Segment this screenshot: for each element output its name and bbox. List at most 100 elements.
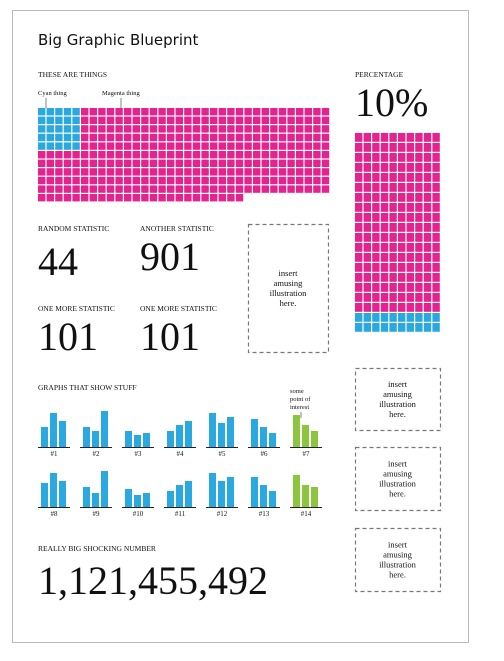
- bar: [293, 415, 300, 447]
- waffle-cell: [235, 116, 244, 124]
- percent-cell: [363, 223, 371, 232]
- percent-cell: [423, 253, 432, 262]
- waffle-cell: [210, 108, 218, 116]
- graph-label: #13: [259, 510, 270, 518]
- waffle-cell: [98, 133, 106, 142]
- percent-cell: [372, 173, 380, 182]
- waffle-cell: [270, 125, 278, 133]
- waffle-cell: [124, 176, 132, 185]
- waffle-cell: [38, 176, 46, 185]
- waffle-cell: [115, 194, 123, 202]
- waffle-cell: [124, 185, 132, 193]
- percent-cell: [363, 233, 371, 242]
- percent-cell: [406, 303, 414, 312]
- percent-cell: [355, 323, 363, 332]
- waffle-cell: [227, 185, 235, 193]
- waffle-cell: [210, 159, 218, 167]
- waffle-cell: [55, 185, 63, 193]
- percent-cell: [406, 233, 414, 242]
- percent-cell: [406, 173, 414, 182]
- percent-cell: [372, 193, 380, 202]
- waffle-cell: [184, 125, 192, 133]
- waffle-cell: [38, 116, 46, 124]
- percent-cell: [406, 193, 414, 202]
- waffle-cell: [313, 108, 321, 116]
- waffle-cell: [167, 116, 175, 124]
- waffle-cell: [55, 133, 63, 142]
- waffle-cell: [253, 176, 261, 185]
- waffle-cell: [304, 116, 312, 124]
- waffle-cell: [141, 176, 149, 185]
- waffle-cell: [167, 133, 175, 142]
- waffle-cell: [261, 125, 269, 133]
- waffle-cell: [158, 116, 166, 124]
- bar: [125, 431, 132, 447]
- waffle-cell: [115, 159, 123, 167]
- waffle-cell: [210, 185, 218, 193]
- percent-cell: [389, 263, 397, 272]
- bar: [269, 491, 276, 507]
- bar: [50, 473, 57, 507]
- percent-cell: [372, 263, 380, 272]
- waffle-cell: [192, 185, 201, 193]
- waffle-cell: [106, 125, 115, 133]
- bar: [134, 495, 141, 507]
- placeholder-text: insert: [388, 379, 408, 389]
- percent-cell: [432, 183, 440, 192]
- waffle-cell: [158, 194, 166, 202]
- waffle-cell: [201, 151, 209, 159]
- percent-cell: [355, 133, 363, 142]
- waffle-cell: [278, 159, 287, 167]
- waffle-cell: [296, 133, 304, 142]
- waffle-cell: [261, 185, 269, 193]
- waffle-cell: [235, 159, 244, 167]
- percent-cell: [380, 263, 389, 272]
- waffle-cell: [158, 176, 166, 185]
- waffle-cell: [132, 151, 140, 159]
- waffle-cell: [253, 159, 261, 167]
- waffle-cell: [132, 176, 140, 185]
- bar: [251, 419, 258, 447]
- waffle-cell: [175, 176, 183, 185]
- waffle-cell: [227, 151, 235, 159]
- waffle-cell: [218, 159, 226, 167]
- waffle-cell: [184, 142, 192, 150]
- waffle-cell: [158, 133, 166, 142]
- percent-cell: [389, 223, 397, 232]
- percent-cell: [363, 283, 371, 292]
- percent-cell: [398, 303, 406, 312]
- waffle-cell: [89, 176, 97, 185]
- waffle-cell: [287, 125, 295, 133]
- percent-cell: [423, 243, 432, 252]
- waffle-cell: [304, 176, 312, 185]
- waffle-cell: [270, 185, 278, 193]
- percent-cell: [380, 133, 389, 142]
- waffle-cell: [296, 151, 304, 159]
- waffle-cell: [81, 194, 89, 202]
- bar: [101, 471, 108, 507]
- percent-cell: [389, 163, 397, 172]
- percent-cell: [355, 293, 363, 302]
- percent-cell: [355, 153, 363, 162]
- waffle-cell: [253, 142, 261, 150]
- waffle-cell: [253, 116, 261, 124]
- percent-cell: [432, 173, 440, 182]
- waffle-cell: [192, 133, 201, 142]
- section-title: THESE ARE THINGS: [38, 70, 107, 79]
- waffle-cell: [244, 176, 252, 185]
- waffle-cell: [149, 168, 158, 176]
- percent-cell: [380, 313, 389, 322]
- waffle-cell: [55, 108, 63, 116]
- waffle-cell: [38, 185, 46, 193]
- percent-cell: [406, 183, 414, 192]
- waffle-cell: [192, 151, 201, 159]
- waffle-cell: [227, 116, 235, 124]
- percent-cell: [363, 303, 371, 312]
- percent-cell: [398, 313, 406, 322]
- percent-cell: [398, 323, 406, 332]
- waffle-cell: [218, 125, 226, 133]
- placeholder-text: insert: [388, 540, 408, 550]
- waffle-cell: [321, 142, 330, 150]
- waffle-cell: [72, 116, 80, 124]
- waffle-cell: [175, 142, 183, 150]
